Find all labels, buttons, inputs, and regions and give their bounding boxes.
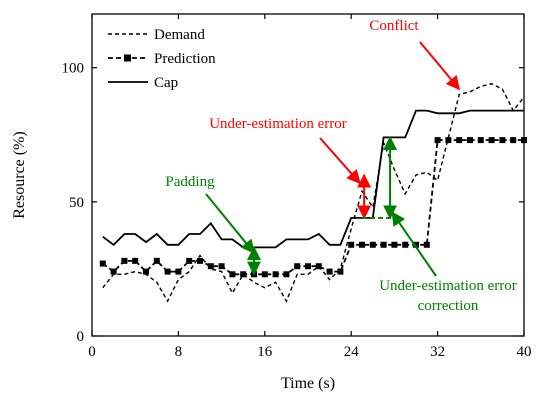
legend-label-prediction: Prediction xyxy=(154,51,216,67)
plot-frame xyxy=(91,13,525,337)
data-point-prediction xyxy=(467,137,473,144)
data-point-prediction xyxy=(294,263,301,270)
data-point-prediction xyxy=(283,271,290,278)
data-point-prediction xyxy=(186,257,193,264)
legend-label-demand: Demand xyxy=(154,27,205,43)
annotation-arrow xyxy=(319,137,361,185)
annotation-label: Conflict xyxy=(369,18,419,34)
x-tick-label: 24 xyxy=(344,344,360,360)
data-point-prediction xyxy=(456,137,463,144)
data-point-prediction xyxy=(121,257,128,264)
data-point-prediction xyxy=(272,271,279,278)
data-point-prediction xyxy=(143,268,149,275)
data-point-prediction xyxy=(391,241,398,248)
annotation-arrow xyxy=(391,211,437,277)
data-point-prediction xyxy=(315,263,322,270)
x-tick-label: 32 xyxy=(430,344,445,360)
x-tick-label: 8 xyxy=(175,344,183,360)
data-point-prediction xyxy=(402,241,409,248)
annotation-arrow xyxy=(205,193,255,254)
series-line-prediction xyxy=(102,139,524,276)
data-point-prediction xyxy=(175,268,182,275)
data-point-prediction xyxy=(348,241,355,248)
data-point-prediction xyxy=(326,268,333,275)
x-tick-label: 40 xyxy=(517,344,532,360)
series-layer xyxy=(99,83,527,303)
x-tick-label: 16 xyxy=(257,344,273,360)
series-line-cap xyxy=(102,109,524,249)
data-point-prediction xyxy=(218,263,225,270)
annotation-label: Padding xyxy=(165,174,215,190)
data-point-prediction xyxy=(240,271,247,278)
data-point-prediction xyxy=(380,241,387,248)
data-point-prediction xyxy=(413,241,419,248)
data-point-prediction xyxy=(510,137,517,144)
data-point-prediction xyxy=(164,268,171,275)
data-point-prediction xyxy=(229,271,236,278)
y-axis-label: Resource (%) xyxy=(11,131,28,219)
data-point-prediction xyxy=(153,257,160,264)
annotation-label: Under-estimation error xyxy=(209,116,347,132)
data-point-prediction xyxy=(132,257,139,264)
data-point-prediction xyxy=(445,137,452,144)
series-line-demand xyxy=(102,83,525,303)
data-point-prediction xyxy=(99,260,106,267)
annotation-layer: Conflict Under-estimation error Padding Und… xyxy=(165,18,516,314)
data-point-prediction xyxy=(197,257,203,264)
data-point-prediction xyxy=(488,137,495,144)
annotation-label-line2: correction xyxy=(418,298,479,314)
data-point-prediction xyxy=(434,137,441,144)
data-point-prediction xyxy=(369,241,376,248)
data-point-prediction xyxy=(305,263,311,270)
tick-layer: 0 8 16 24 32 40 0 50 100 xyxy=(62,14,532,360)
legend-marker-prediction xyxy=(124,54,131,62)
data-point-prediction xyxy=(359,241,365,248)
x-tick-label: 0 xyxy=(88,344,96,360)
data-point-prediction xyxy=(207,263,214,270)
legend-entry-cap: Cap xyxy=(108,75,178,91)
marker-layer xyxy=(247,136,400,276)
y-tick-label: 100 xyxy=(62,61,85,77)
data-point-prediction xyxy=(499,137,506,144)
data-point-prediction xyxy=(261,271,268,278)
data-point-prediction xyxy=(477,137,484,144)
annotation-arrow xyxy=(419,41,461,91)
data-point-prediction xyxy=(110,268,117,275)
annotation-label: Under-estimation error xyxy=(379,278,517,294)
y-tick-label: 50 xyxy=(69,195,84,211)
legend-entry-prediction: Prediction xyxy=(108,51,216,67)
legend-entry-demand: Demand xyxy=(108,27,205,43)
data-point-prediction xyxy=(423,241,430,248)
data-point-prediction xyxy=(337,268,344,275)
x-axis-label: Time (s) xyxy=(281,375,335,392)
legend: Demand Prediction Cap xyxy=(108,27,216,91)
y-tick-label: 0 xyxy=(77,329,85,345)
legend-label-cap: Cap xyxy=(154,75,178,91)
